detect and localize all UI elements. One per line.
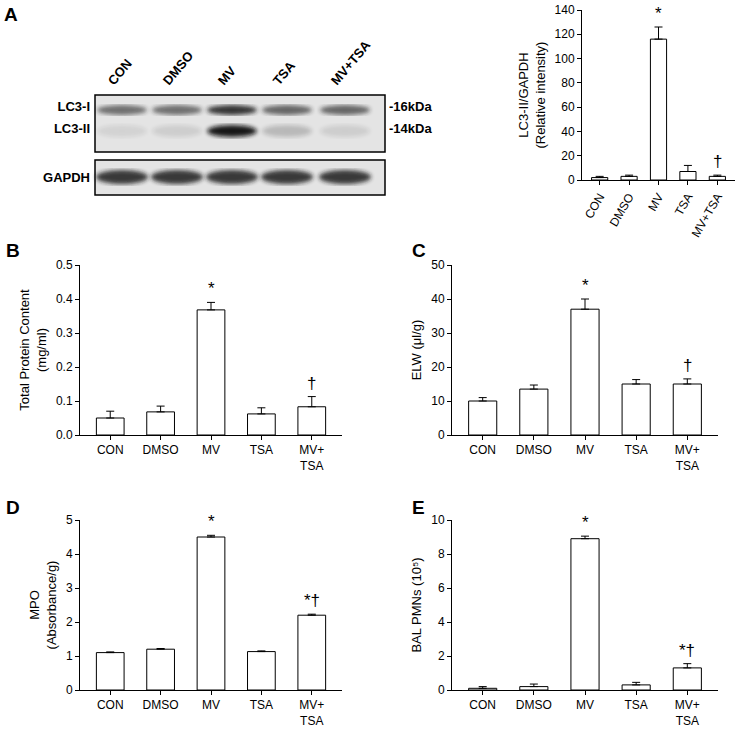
svg-text:MV+TSA: MV+TSA [328, 37, 374, 88]
svg-text:CON: CON [97, 698, 124, 712]
svg-text:LC3-II/GAPDH(Relative intensit: LC3-II/GAPDH(Relative intensity) [516, 42, 548, 149]
svg-text:MV+TSA: MV+TSA [299, 698, 324, 728]
svg-text:2: 2 [66, 615, 73, 629]
svg-text:MV: MV [215, 63, 239, 88]
svg-text:DMSO: DMSO [160, 48, 197, 88]
svg-text:CON: CON [469, 698, 496, 712]
svg-text:CON: CON [105, 56, 135, 88]
svg-text:80: 80 [561, 76, 575, 90]
svg-text:2: 2 [438, 649, 445, 663]
svg-text:0: 0 [568, 173, 575, 187]
svg-text:1: 1 [66, 649, 73, 663]
svg-text:ELW (μl/g): ELW (μl/g) [409, 320, 424, 381]
svg-text:B: B [6, 240, 20, 261]
svg-text:TSA: TSA [250, 698, 273, 712]
svg-text:MV+TSA: MV+TSA [675, 698, 700, 728]
svg-text:10: 10 [431, 394, 445, 408]
svg-text:*: * [582, 276, 589, 295]
svg-text:MV+TSA: MV+TSA [675, 443, 700, 473]
svg-text:*: * [582, 513, 589, 532]
svg-text:*: * [208, 279, 215, 298]
svg-text:MPO(Absorbance/g): MPO(Absorbance/g) [27, 561, 59, 650]
svg-text:MV+TSA: MV+TSA [689, 191, 725, 240]
svg-text:20: 20 [431, 360, 445, 374]
svg-text:GAPDH: GAPDH [43, 170, 90, 185]
svg-text:0.4: 0.4 [56, 292, 73, 306]
svg-text:6: 6 [438, 581, 445, 595]
svg-text:40: 40 [561, 125, 575, 139]
svg-text:5: 5 [66, 513, 73, 527]
svg-text:30: 30 [431, 326, 445, 340]
svg-text:0.2: 0.2 [56, 360, 73, 374]
svg-text:TSA: TSA [624, 443, 647, 457]
svg-text:D: D [6, 497, 20, 518]
svg-text:MV: MV [576, 443, 594, 457]
svg-text:*†: *† [304, 591, 320, 610]
svg-text:*: * [655, 4, 662, 23]
svg-text:4: 4 [66, 547, 73, 561]
svg-text:0.0: 0.0 [56, 428, 73, 442]
svg-text:†: † [683, 356, 692, 375]
svg-text:0.5: 0.5 [56, 258, 73, 272]
svg-text:*: * [208, 512, 215, 531]
svg-text:†: † [713, 152, 722, 171]
svg-text:DMSO: DMSO [143, 698, 179, 712]
svg-text:A: A [4, 4, 18, 25]
svg-text:8: 8 [438, 547, 445, 561]
svg-text:C: C [412, 240, 426, 261]
svg-text:0.3: 0.3 [56, 326, 73, 340]
svg-text:DMSO: DMSO [516, 698, 552, 712]
svg-text:DMSO: DMSO [143, 443, 179, 457]
svg-text:100: 100 [555, 52, 575, 66]
svg-text:TSA: TSA [672, 191, 696, 218]
svg-text:0: 0 [438, 683, 445, 697]
svg-text:LC3-I: LC3-I [58, 99, 91, 114]
svg-text:MV+TSA: MV+TSA [299, 443, 324, 473]
svg-text:TSA: TSA [250, 443, 273, 457]
svg-text:CON: CON [582, 191, 607, 221]
svg-text:MV: MV [576, 698, 594, 712]
svg-text:120: 120 [555, 27, 575, 41]
svg-text:CON: CON [97, 443, 124, 457]
svg-text:0: 0 [438, 428, 445, 442]
svg-text:TSA: TSA [624, 698, 647, 712]
svg-text:MV: MV [202, 443, 220, 457]
svg-text:-16kDa: -16kDa [389, 99, 432, 114]
svg-text:*†: *† [679, 641, 695, 660]
svg-text:DMSO: DMSO [516, 443, 552, 457]
svg-text:20: 20 [561, 149, 575, 163]
svg-text:4: 4 [438, 615, 445, 629]
svg-text:140: 140 [555, 3, 575, 17]
svg-text:60: 60 [561, 100, 575, 114]
svg-text:†: † [307, 374, 316, 393]
svg-text:0: 0 [66, 683, 73, 697]
svg-text:50: 50 [431, 258, 445, 272]
svg-text:3: 3 [66, 581, 73, 595]
svg-text:40: 40 [431, 292, 445, 306]
svg-text:0.1: 0.1 [56, 394, 73, 408]
svg-text:TSA: TSA [270, 58, 299, 88]
svg-text:CON: CON [469, 443, 496, 457]
svg-text:E: E [412, 497, 425, 518]
svg-text:10: 10 [431, 513, 445, 527]
svg-text:MV: MV [202, 698, 220, 712]
svg-text:LC3-II: LC3-II [54, 121, 90, 136]
svg-text:DMSO: DMSO [607, 191, 637, 229]
svg-text:MV: MV [645, 191, 666, 214]
svg-text:BAL PMNs (10⁵): BAL PMNs (10⁵) [409, 557, 424, 652]
svg-text:Total Protein Content(mg/ml): Total Protein Content(mg/ml) [17, 289, 49, 411]
svg-text:-14kDa: -14kDa [389, 121, 432, 136]
